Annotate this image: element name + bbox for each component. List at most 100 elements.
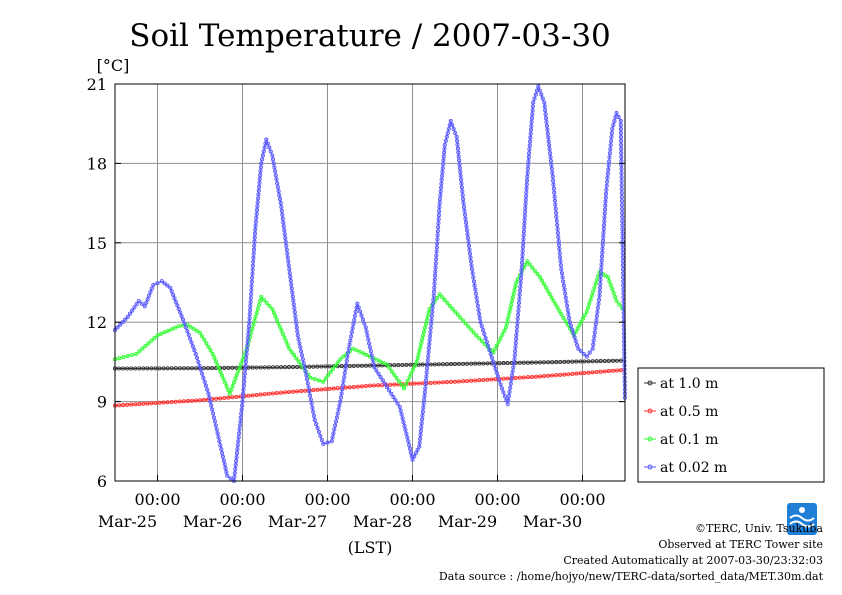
data-point [416, 362, 421, 367]
data-point [244, 347, 249, 353]
data-point [367, 363, 373, 368]
data-point [513, 345, 518, 350]
data-point [203, 383, 208, 388]
data-point [524, 186, 529, 191]
data-point [341, 354, 346, 359]
data-point [416, 352, 421, 357]
data-point [130, 308, 135, 313]
legend-label: at 1.0 m [660, 376, 718, 392]
data-point [140, 346, 145, 351]
data-point [619, 175, 624, 180]
data-point [335, 364, 340, 369]
data-point [370, 357, 375, 362]
data-point [407, 374, 412, 380]
data-point [312, 418, 317, 423]
data-point [440, 362, 445, 367]
data-point [289, 282, 294, 287]
data-point [620, 255, 625, 260]
data-point [440, 169, 445, 175]
data-point [429, 317, 434, 322]
data-point [363, 363, 369, 368]
data-point [118, 322, 123, 327]
data-point [419, 340, 424, 346]
data-point [354, 348, 359, 353]
data-point [333, 363, 338, 368]
data-point [614, 111, 619, 116]
data-point [295, 329, 300, 334]
data-point [258, 298, 263, 304]
legend-marker [647, 464, 653, 470]
data-point [529, 360, 534, 365]
data-point [411, 367, 416, 372]
data-point [460, 318, 466, 323]
data-point [598, 270, 604, 275]
data-point [619, 143, 624, 148]
data-point [282, 390, 288, 395]
data-point [545, 288, 550, 293]
data-point [286, 389, 292, 395]
data-point [270, 306, 275, 312]
data-point [274, 177, 279, 182]
data-point [622, 359, 627, 364]
data-point [311, 364, 316, 369]
data-point [243, 367, 248, 372]
data-point [578, 359, 583, 364]
data-point [245, 343, 250, 349]
data-point [621, 335, 627, 340]
data-point [216, 366, 221, 371]
data-point [263, 141, 268, 146]
data-point [549, 295, 554, 300]
data-point [297, 341, 302, 346]
data-point [262, 365, 267, 370]
data-point [610, 287, 615, 292]
data-point [607, 155, 612, 160]
legend: at 1.0 m at 0.5 m at 0.1 m at 0.02 m [637, 367, 825, 483]
data-point [218, 369, 223, 375]
data-point [230, 395, 235, 400]
data-point [250, 275, 255, 280]
data-point [543, 108, 548, 113]
data-point [433, 269, 438, 274]
data-point [619, 191, 624, 196]
data-point [520, 256, 525, 261]
data-point [614, 368, 619, 373]
x-tick-date-label: Mar-29 [438, 512, 497, 531]
data-point [258, 173, 263, 178]
data-point [311, 388, 316, 393]
data-point [326, 373, 331, 378]
data-point [394, 376, 399, 381]
data-point [554, 373, 559, 378]
data-point [539, 92, 544, 97]
data-point [440, 173, 445, 178]
data-point [426, 346, 431, 351]
data-point [523, 209, 528, 214]
data-point [565, 303, 570, 308]
data-point [558, 259, 563, 264]
data-point [589, 293, 594, 298]
data-point [420, 337, 425, 342]
data-point [550, 174, 555, 179]
data-point [294, 356, 299, 361]
data-point [270, 157, 276, 162]
data-point [442, 142, 447, 147]
data-point [157, 400, 162, 405]
data-point [515, 316, 520, 321]
data-point [487, 347, 492, 353]
created-text: Created Automatically at 2007-03-30/23:3… [563, 554, 823, 567]
data-point [141, 401, 146, 406]
data-point [287, 346, 292, 351]
data-point [343, 366, 348, 372]
data-point [565, 322, 570, 327]
data-point [397, 379, 402, 384]
data-point [521, 237, 526, 242]
data-point [282, 232, 287, 237]
data-point [545, 131, 550, 136]
data-point [173, 325, 178, 330]
data-point [239, 411, 244, 416]
data-point [529, 116, 534, 121]
data-point [424, 318, 429, 323]
x-tick-date-label: Mar-28 [353, 512, 412, 531]
data-point [598, 369, 603, 374]
data-point [469, 378, 474, 383]
data-point [513, 375, 518, 381]
